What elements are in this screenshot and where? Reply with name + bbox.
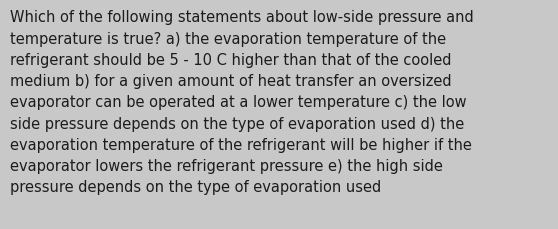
- Text: Which of the following statements about low-side pressure and
temperature is tru: Which of the following statements about …: [10, 10, 474, 194]
